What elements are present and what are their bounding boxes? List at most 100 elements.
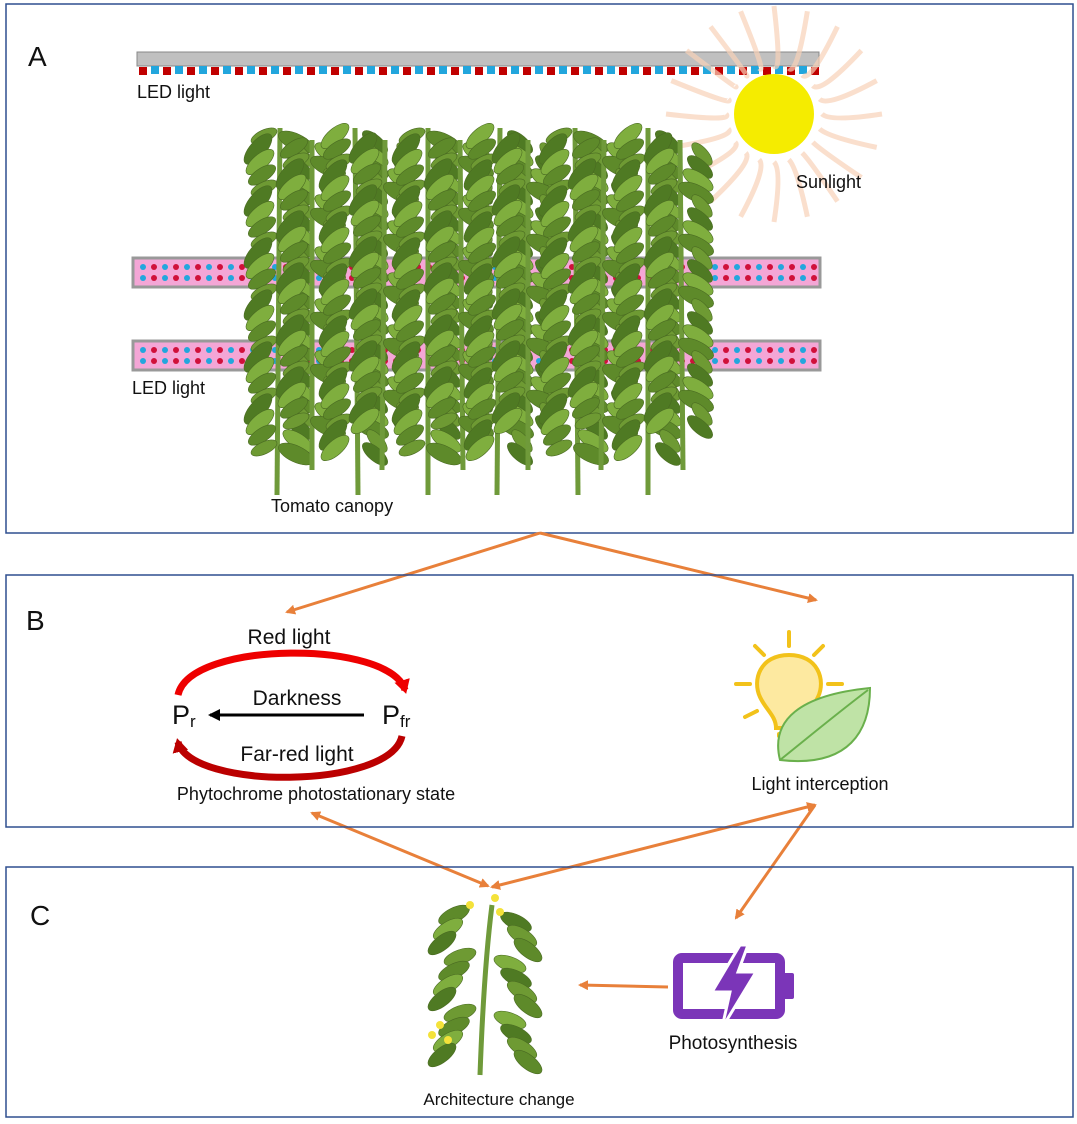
ray (787, 10, 810, 72)
diode (140, 347, 146, 353)
diode (691, 67, 699, 75)
diode (199, 66, 207, 74)
light-icon (734, 630, 872, 763)
diode (195, 264, 201, 270)
diode (800, 275, 806, 281)
diode (523, 67, 531, 75)
diode (763, 67, 771, 75)
diode (259, 67, 267, 75)
diode (173, 347, 179, 353)
diode (151, 264, 157, 270)
photosynthesis-label: Photosynthesis (669, 1033, 798, 1054)
diode (778, 275, 784, 281)
diode (343, 66, 351, 74)
dark-label: Darkness (253, 687, 342, 710)
led-bar (136, 51, 820, 67)
diode (223, 66, 231, 74)
stem (598, 139, 607, 471)
diode (631, 66, 639, 74)
diode (723, 347, 729, 353)
diode (379, 67, 387, 75)
diode (756, 358, 762, 364)
stem (457, 139, 466, 471)
arrows (285, 531, 818, 991)
canopy (243, 123, 714, 496)
diode (162, 358, 168, 364)
diode (415, 66, 423, 74)
ray (817, 78, 878, 104)
diode (173, 275, 179, 281)
ray (738, 10, 764, 72)
leaf (613, 435, 643, 461)
diode (778, 347, 784, 353)
leaf (513, 1049, 543, 1075)
ray (800, 151, 840, 203)
diode (463, 66, 471, 74)
diode (789, 358, 795, 364)
flower (466, 901, 474, 909)
diode (307, 67, 315, 75)
panel-a: A LED light Sunlight LED light Tomato ca… (5, 3, 1074, 534)
diode (712, 264, 718, 270)
ray (685, 48, 739, 90)
diode (559, 66, 567, 74)
diode (734, 264, 740, 270)
diode (184, 264, 190, 270)
diode (367, 66, 375, 74)
ray (800, 25, 840, 79)
diode (228, 275, 234, 281)
leaf (655, 442, 681, 466)
diode (811, 358, 817, 364)
sun-rays (665, 5, 883, 223)
diode (427, 67, 435, 75)
diode (679, 66, 687, 74)
diode (151, 275, 157, 281)
diode (239, 264, 245, 270)
led-diodes (139, 66, 819, 75)
leaf (645, 408, 675, 434)
diode (217, 275, 223, 281)
flower (491, 894, 499, 902)
diode (206, 358, 212, 364)
diode (789, 275, 795, 281)
leaf (282, 412, 310, 430)
diode (162, 264, 168, 270)
diode (583, 66, 591, 74)
diode (734, 275, 740, 281)
diode (547, 67, 555, 75)
diode (775, 66, 783, 74)
leaf (427, 1042, 457, 1068)
diode (767, 264, 773, 270)
diode (767, 275, 773, 281)
diode (756, 264, 762, 270)
diode (217, 264, 223, 270)
sun-label: Sunlight (796, 172, 861, 192)
leaf (513, 993, 543, 1019)
diode (619, 67, 627, 75)
farred-label: Far-red light (240, 743, 353, 766)
panel-b: B Red light Darkness Far-red light Pr Pf… (5, 574, 1074, 828)
diode (727, 66, 735, 74)
diode (756, 347, 762, 353)
diode (745, 358, 751, 364)
diode (811, 264, 817, 270)
diode (734, 347, 740, 353)
leaf (513, 937, 543, 963)
diode (162, 275, 168, 281)
flower (428, 1031, 436, 1039)
diode (195, 347, 201, 353)
diode (319, 66, 327, 74)
leaf (465, 435, 495, 461)
battery-icon (673, 943, 794, 1029)
diode (173, 264, 179, 270)
diode (151, 66, 159, 74)
ray (708, 151, 750, 204)
diode (184, 347, 190, 353)
leaf (250, 439, 278, 457)
flower (436, 1021, 444, 1029)
red-arc (174, 649, 410, 697)
diode (767, 358, 773, 364)
diode (756, 275, 762, 281)
diode (703, 66, 711, 74)
